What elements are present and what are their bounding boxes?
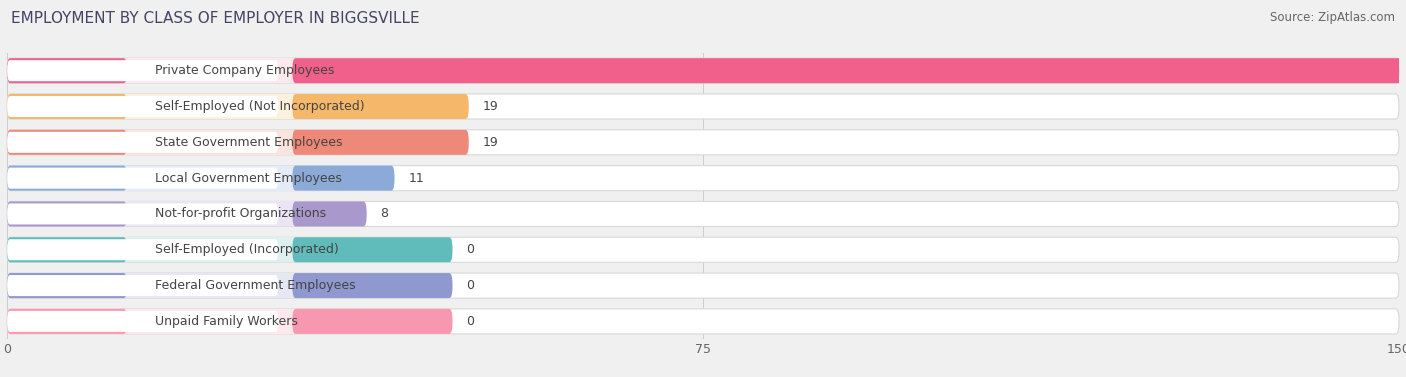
Text: State Government Employees: State Government Employees <box>156 136 343 149</box>
Text: 19: 19 <box>482 136 498 149</box>
FancyBboxPatch shape <box>7 239 278 260</box>
Text: Self-Employed (Not Incorporated): Self-Employed (Not Incorporated) <box>156 100 366 113</box>
FancyBboxPatch shape <box>7 166 1399 191</box>
Text: Federal Government Employees: Federal Government Employees <box>156 279 356 292</box>
FancyBboxPatch shape <box>7 204 278 224</box>
FancyBboxPatch shape <box>7 96 278 117</box>
Text: Private Company Employees: Private Company Employees <box>156 64 335 77</box>
FancyBboxPatch shape <box>292 130 468 155</box>
Text: 0: 0 <box>467 243 474 256</box>
Bar <box>79 273 316 298</box>
FancyBboxPatch shape <box>7 311 278 332</box>
FancyBboxPatch shape <box>7 60 278 81</box>
FancyBboxPatch shape <box>7 132 278 153</box>
FancyBboxPatch shape <box>7 130 1399 155</box>
Text: Self-Employed (Incorporated): Self-Employed (Incorporated) <box>156 243 339 256</box>
FancyBboxPatch shape <box>7 201 127 227</box>
FancyBboxPatch shape <box>292 166 395 191</box>
FancyBboxPatch shape <box>292 201 367 227</box>
FancyBboxPatch shape <box>7 168 278 188</box>
Bar <box>79 166 308 191</box>
FancyBboxPatch shape <box>7 94 468 119</box>
FancyBboxPatch shape <box>7 201 367 227</box>
FancyBboxPatch shape <box>292 94 468 119</box>
FancyBboxPatch shape <box>7 275 278 296</box>
Text: 0: 0 <box>467 279 474 292</box>
FancyBboxPatch shape <box>292 58 1406 83</box>
FancyBboxPatch shape <box>292 273 453 298</box>
Text: 19: 19 <box>482 100 498 113</box>
FancyBboxPatch shape <box>7 273 453 298</box>
FancyBboxPatch shape <box>7 237 453 262</box>
FancyBboxPatch shape <box>7 130 127 155</box>
Text: Not-for-profit Organizations: Not-for-profit Organizations <box>156 207 326 221</box>
FancyBboxPatch shape <box>7 309 127 334</box>
FancyBboxPatch shape <box>7 130 468 155</box>
Bar <box>79 94 319 119</box>
FancyBboxPatch shape <box>7 237 1399 262</box>
FancyBboxPatch shape <box>7 273 1399 298</box>
FancyBboxPatch shape <box>7 58 1406 83</box>
FancyBboxPatch shape <box>7 58 127 83</box>
Text: Source: ZipAtlas.com: Source: ZipAtlas.com <box>1270 11 1395 24</box>
Text: 8: 8 <box>381 207 388 221</box>
FancyBboxPatch shape <box>7 273 127 298</box>
FancyBboxPatch shape <box>7 237 127 262</box>
Text: EMPLOYMENT BY CLASS OF EMPLOYER IN BIGGSVILLE: EMPLOYMENT BY CLASS OF EMPLOYER IN BIGGS… <box>11 11 420 26</box>
Text: Local Government Employees: Local Government Employees <box>156 172 342 185</box>
Bar <box>79 309 316 334</box>
FancyBboxPatch shape <box>7 58 1399 83</box>
FancyBboxPatch shape <box>7 166 127 191</box>
Text: Unpaid Family Workers: Unpaid Family Workers <box>156 315 298 328</box>
Text: 11: 11 <box>408 172 425 185</box>
FancyBboxPatch shape <box>292 237 453 262</box>
Bar <box>79 130 319 155</box>
Text: 0: 0 <box>467 315 474 328</box>
Bar <box>79 58 465 83</box>
FancyBboxPatch shape <box>7 309 453 334</box>
FancyBboxPatch shape <box>7 166 395 191</box>
FancyBboxPatch shape <box>7 201 1399 227</box>
FancyBboxPatch shape <box>7 94 127 119</box>
FancyBboxPatch shape <box>7 94 1399 119</box>
Bar <box>79 237 316 262</box>
FancyBboxPatch shape <box>7 309 1399 334</box>
Bar <box>79 201 304 227</box>
FancyBboxPatch shape <box>292 309 453 334</box>
